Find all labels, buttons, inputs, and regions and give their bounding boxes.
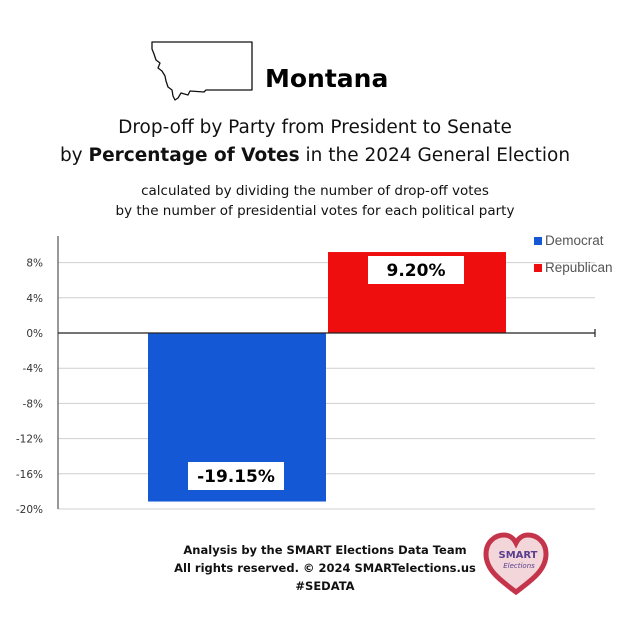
smart-elections-logo: SMART Elections [483,532,549,596]
logo-text-elections: Elections [503,562,535,570]
data-label: 9.20% [387,261,446,281]
y-tick-label: 4% [26,293,43,305]
legend-label-republican: Republican [545,260,613,275]
data-label: -19.15% [197,467,275,487]
chart-subtitle-line-2: by the number of presidential votes for … [115,203,515,219]
state-name-heading: Montana [265,64,389,93]
y-tick-label: 0% [26,328,43,340]
data-label-box [368,256,464,284]
logo-text-smart: SMART [499,550,538,561]
footer-credit: Analysis by the SMART Elections Data Tea… [183,543,467,557]
y-tick-label: -4% [23,363,43,375]
chart-subtitle-line-1: calculated by dividing the number of dro… [141,183,489,199]
y-tick-label: -8% [23,398,43,410]
bar-chart: 8% 4% 0% -4% -8% -12% -16% -20% -19.15% 9.20% Demo… [16,233,613,516]
data-label-box [188,462,284,490]
y-tick-label: -16% [16,469,43,481]
y-tick-label: 8% [26,258,43,270]
footer-copyright: All rights reserved. © 2024 SMARTelectio… [174,561,476,575]
heart-logo-icon [483,532,549,596]
chart-title-line-1: Drop-off by Party from President to Sena… [118,117,512,138]
chart-title-line-2: by Percentage of Votes in the 2024 Gener… [0,145,630,166]
chart-title-suffix: in the 2024 General Election [299,145,571,166]
legend-swatch-democrat [534,237,542,245]
montana-outline-icon [151,41,253,101]
y-tick-label: -20% [16,504,43,516]
legend-swatch-republican [534,264,542,272]
legend-label-democrat: Democrat [545,233,604,248]
y-tick-label: -12% [16,434,43,446]
chart-title-prefix: by [59,145,89,166]
chart-title-emphasis: Percentage of Votes [88,145,300,166]
footer-hashtag: #SEDATA [295,579,355,593]
